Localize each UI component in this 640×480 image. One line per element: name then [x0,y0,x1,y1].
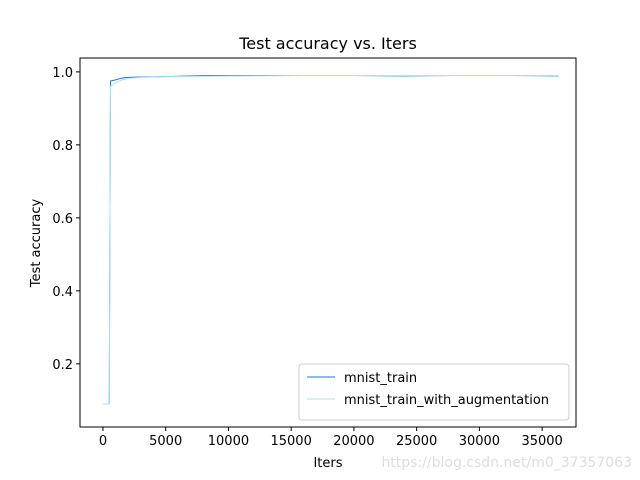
legend-box [298,363,570,421]
y-tick-label: 0.4 [52,285,73,300]
x-tick-label: 35000 [521,434,562,449]
y-tick-label: 0.2 [52,358,73,373]
x-tick-label: 0 [99,434,107,449]
x-tick-label: 10000 [208,434,249,449]
legend-label: mnist_train_with_augmentation [344,393,549,408]
x-tick-label: 15000 [270,434,311,449]
x-axis-label: Iters [313,456,342,471]
data-line [102,75,559,405]
y-tick-label: 1.0 [52,66,73,81]
x-tick-label: 25000 [396,434,437,449]
legend-label: mnist_train [344,371,417,386]
x-tick-label: 5000 [149,434,182,449]
data-line [102,75,559,405]
x-tick-label: 20000 [333,434,374,449]
y-tick-label: 0.6 [52,212,73,227]
x-tick-label: 30000 [459,434,500,449]
chart-title: Test accuracy vs. Iters [238,34,417,53]
y-axis-label: Test accuracy [29,199,44,289]
plot-frame [79,57,577,428]
watermark: https://blog.csdn.net/m0_37357063 [381,455,632,471]
y-tick-label: 0.8 [52,139,73,154]
